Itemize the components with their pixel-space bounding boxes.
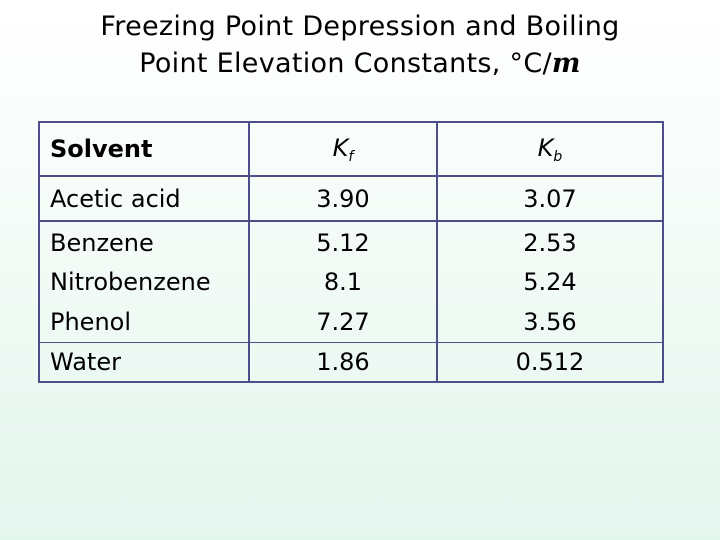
cell-solvent: Nitrobenzene [38,263,250,301]
table-row: Benzene 5.12 2.53 [38,221,665,263]
cell-kb: 5.24 [435,263,665,301]
cell-kf: 3.90 [248,176,438,222]
header-kb: Kb [435,121,665,177]
slide-title: Freezing Point Depression and Boiling Po… [0,8,720,82]
title-line-2: Point Elevation Constants, °C/m [0,45,720,82]
table-row: Phenol 7.27 3.56 [38,301,665,343]
title-unit-molality: m [551,48,581,79]
kf-letter: K [332,133,349,162]
cell-solvent: Phenol [38,301,250,343]
cell-solvent: Water [38,342,250,383]
cell-kb: 0.512 [435,342,665,383]
table-row: Acetic acid 3.90 3.07 [38,176,665,222]
cell-solvent: Acetic acid [38,176,250,222]
cell-kb: 3.56 [435,301,665,343]
cell-kb: 3.07 [435,176,665,222]
cell-kb: 2.53 [435,221,665,263]
table-row: Water 1.86 0.512 [38,342,665,383]
header-solvent: Solvent [38,121,250,177]
kf-subscript: f [348,148,354,165]
title-line-2-text: Point Elevation Constants, °C/ [139,48,552,79]
kb-subscript: b [553,148,563,165]
table-row: Nitrobenzene 8.1 5.24 [38,263,665,301]
constants-table: Solvent Kf Kb Acetic acid 3.90 3.07 Benz… [38,121,665,383]
cell-kf: 1.86 [248,342,438,383]
cell-kf: 7.27 [248,301,438,343]
header-kf: Kf [248,121,438,177]
kb-letter: K [537,133,554,162]
cell-solvent: Benzene [38,221,250,263]
cell-kf: 8.1 [248,263,438,301]
kb-symbol: Kb [537,133,563,165]
kf-symbol: Kf [332,133,354,165]
title-line-1: Freezing Point Depression and Boiling [100,11,620,42]
table-header-row: Solvent Kf Kb [38,121,665,177]
cell-kf: 5.12 [248,221,438,263]
